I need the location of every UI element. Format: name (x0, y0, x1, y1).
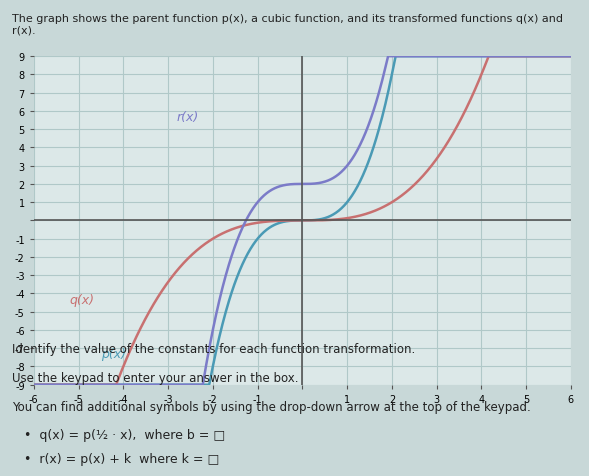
Text: p(x): p(x) (101, 347, 126, 361)
Text: •  q(x) = p(½ · x),  where b = □: • q(x) = p(½ · x), where b = □ (24, 428, 224, 441)
Text: The graph shows the parent function p(x), a cubic function, and its transformed : The graph shows the parent function p(x)… (12, 14, 562, 36)
Text: r(x): r(x) (177, 111, 199, 124)
Text: You can find additional symbols by using the drop-down arrow at the top of the k: You can find additional symbols by using… (12, 400, 531, 413)
Text: Identify the value of the constants for each function transformation.: Identify the value of the constants for … (12, 343, 415, 356)
Text: Use the keypad to enter your answer in the box.: Use the keypad to enter your answer in t… (12, 371, 298, 384)
Text: •  r(x) = p(x) + k  where k = □: • r(x) = p(x) + k where k = □ (24, 452, 219, 465)
Text: q(x): q(x) (70, 293, 95, 306)
